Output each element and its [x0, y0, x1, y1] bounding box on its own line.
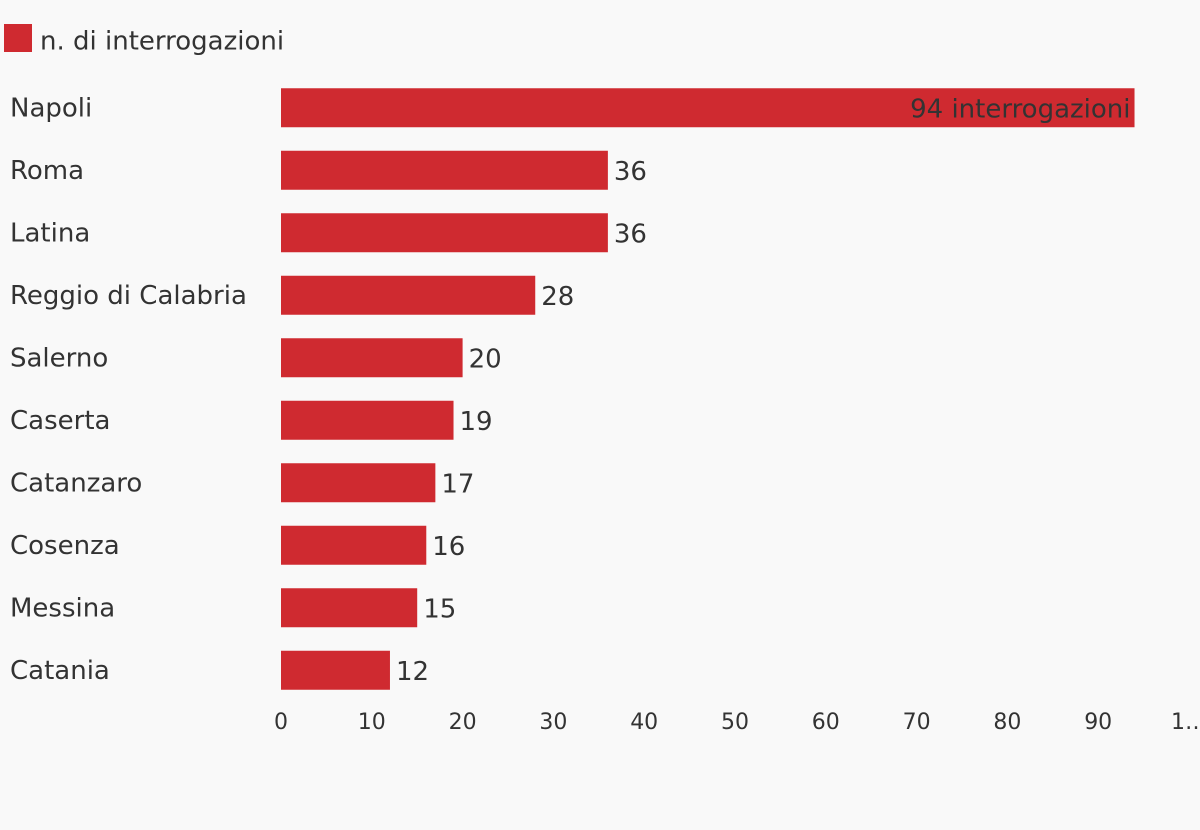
category-label: Napoli	[10, 93, 92, 123]
bar	[281, 525, 427, 565]
x-tick-label: 1…	[1171, 710, 1200, 735]
x-tick-label: 60	[812, 710, 840, 735]
bar	[281, 588, 418, 628]
x-tick-label: 90	[1084, 710, 1112, 735]
bar	[281, 275, 536, 315]
legend-swatch	[4, 24, 32, 52]
value-label: 17	[441, 469, 474, 499]
bar	[281, 650, 390, 690]
legend-label: n. di interrogazioni	[40, 27, 284, 57]
category-label: Caserta	[10, 406, 110, 436]
value-label: 16	[432, 532, 465, 562]
x-tick-label: 10	[358, 710, 386, 735]
category-label: Catania	[10, 656, 110, 686]
bar	[281, 400, 454, 440]
category-label: Cosenza	[10, 531, 120, 561]
value-label: 36	[614, 219, 647, 249]
bar	[281, 338, 463, 378]
x-tick-label: 30	[539, 710, 567, 735]
value-label: 94 interrogazioni	[910, 94, 1130, 124]
x-tick-label: 40	[630, 710, 658, 735]
x-tick-label: 0	[274, 710, 288, 735]
value-label: 12	[396, 657, 429, 687]
category-label: Salerno	[10, 343, 108, 373]
x-tick-label: 80	[993, 710, 1021, 735]
category-label: Latina	[10, 218, 90, 248]
category-label: Reggio di Calabria	[10, 281, 247, 311]
bar	[281, 88, 1135, 128]
bar	[281, 213, 608, 253]
value-label: 20	[469, 344, 502, 374]
value-label: 19	[460, 407, 493, 437]
value-label: 36	[614, 157, 647, 187]
value-label: 28	[541, 282, 574, 312]
category-label: Roma	[10, 156, 84, 186]
x-tick-label: 50	[721, 710, 749, 735]
value-label: 15	[423, 594, 456, 624]
bar	[281, 150, 608, 190]
category-label: Messina	[10, 593, 115, 623]
x-tick-label: 20	[449, 710, 477, 735]
category-label: Catanzaro	[10, 468, 142, 498]
bar	[281, 463, 436, 503]
x-tick-label: 70	[903, 710, 931, 735]
